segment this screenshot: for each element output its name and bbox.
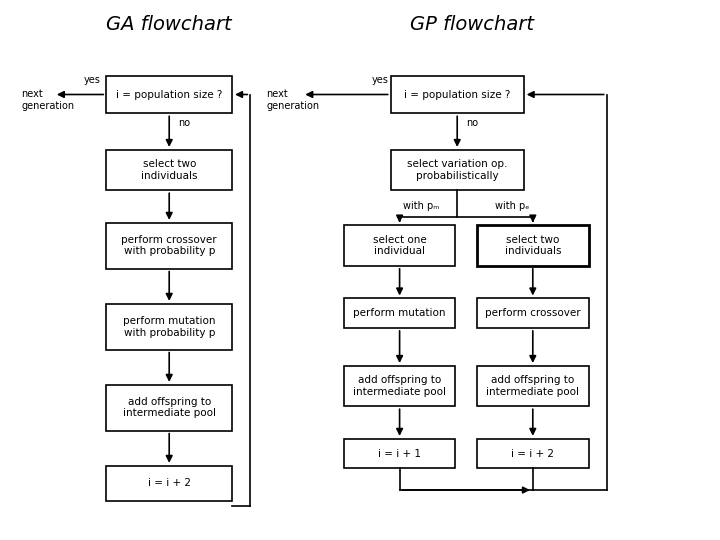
- Text: add offspring to
intermediate pool: add offspring to intermediate pool: [353, 375, 446, 397]
- Text: i = i + 2: i = i + 2: [511, 449, 554, 458]
- Text: add offspring to
intermediate pool: add offspring to intermediate pool: [122, 397, 216, 418]
- Text: yes: yes: [84, 75, 100, 85]
- Text: GP flowchart: GP flowchart: [410, 15, 534, 34]
- Text: next
generation: next generation: [266, 89, 320, 111]
- FancyBboxPatch shape: [107, 76, 232, 113]
- Text: add offspring to
intermediate pool: add offspring to intermediate pool: [486, 375, 580, 397]
- Text: perform mutation
with probability p: perform mutation with probability p: [123, 316, 215, 338]
- Text: i = population size ?: i = population size ?: [116, 90, 222, 99]
- Text: next
generation: next generation: [22, 89, 75, 111]
- Text: yes: yes: [372, 75, 388, 85]
- FancyBboxPatch shape: [477, 298, 589, 328]
- FancyBboxPatch shape: [390, 150, 524, 190]
- Text: GA flowchart: GA flowchart: [107, 15, 232, 34]
- FancyBboxPatch shape: [477, 226, 589, 266]
- Text: perform crossover: perform crossover: [485, 308, 580, 318]
- Text: i = population size ?: i = population size ?: [404, 90, 510, 99]
- Text: no: no: [466, 118, 478, 128]
- FancyBboxPatch shape: [390, 76, 524, 113]
- FancyBboxPatch shape: [477, 438, 589, 468]
- Text: with pₘ: with pₘ: [403, 201, 439, 211]
- Text: with pₑ: with pₑ: [495, 201, 529, 211]
- Text: select two
individuals: select two individuals: [505, 235, 561, 256]
- Text: perform crossover
with probability p: perform crossover with probability p: [122, 235, 217, 256]
- FancyBboxPatch shape: [344, 298, 456, 328]
- Text: select two
individuals: select two individuals: [141, 159, 197, 181]
- Text: i = i + 2: i = i + 2: [148, 478, 191, 488]
- FancyBboxPatch shape: [477, 366, 589, 407]
- FancyBboxPatch shape: [107, 303, 232, 350]
- FancyBboxPatch shape: [107, 465, 232, 501]
- FancyBboxPatch shape: [344, 226, 456, 266]
- FancyBboxPatch shape: [107, 150, 232, 190]
- FancyBboxPatch shape: [107, 222, 232, 268]
- Text: perform mutation: perform mutation: [354, 308, 446, 318]
- FancyBboxPatch shape: [344, 366, 456, 407]
- Text: no: no: [178, 118, 190, 128]
- Text: select one
individual: select one individual: [373, 235, 426, 256]
- FancyBboxPatch shape: [107, 384, 232, 431]
- Text: i = i + 1: i = i + 1: [378, 449, 421, 458]
- Text: select variation op.
probabilistically: select variation op. probabilistically: [407, 159, 508, 181]
- FancyBboxPatch shape: [344, 438, 456, 468]
